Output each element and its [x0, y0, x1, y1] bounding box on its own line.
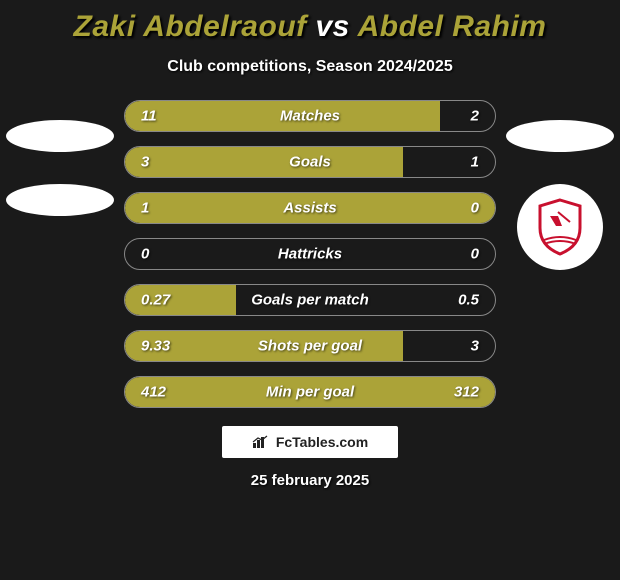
- stat-label: Assists: [283, 200, 336, 217]
- stat-value-right: 312: [454, 384, 479, 401]
- stat-label: Matches: [280, 108, 340, 125]
- right-badges: [506, 120, 614, 270]
- stat-row: 412 312 Min per goal: [124, 376, 496, 408]
- stat-value-left: 9.33: [141, 338, 170, 355]
- stat-row: 0.27 0.5 Goals per match: [124, 284, 496, 316]
- stat-row: 1 0 Assists: [124, 192, 496, 224]
- stats-table: 11 2 Matches 3 1 Goals 1 0 Assists 0 0 Hattricks 0.2…: [124, 100, 496, 408]
- stat-value-right: 3: [471, 338, 479, 355]
- title-player2: Abdel Rahim: [358, 10, 547, 43]
- stat-value-right: 0: [471, 246, 479, 263]
- stat-bar-left: [125, 147, 403, 177]
- stat-label: Min per goal: [266, 384, 354, 401]
- stat-label: Goals per match: [251, 292, 369, 309]
- stat-value-left: 0.27: [141, 292, 170, 309]
- stat-row: 11 2 Matches: [124, 100, 496, 132]
- stat-value-right: 1: [471, 154, 479, 171]
- stat-value-right: 0: [471, 200, 479, 217]
- left-badges: [6, 120, 114, 216]
- title-vs: vs: [315, 10, 349, 43]
- player1-photo-placeholder: [6, 120, 114, 152]
- chart-icon: [252, 435, 270, 449]
- stat-label: Goals: [289, 154, 331, 171]
- stat-value-right: 0.5: [458, 292, 479, 309]
- stat-row: 0 0 Hattricks: [124, 238, 496, 270]
- page-title: Zaki Abdelraouf vs Abdel Rahim: [0, 0, 620, 44]
- stat-row: 3 1 Goals: [124, 146, 496, 178]
- stat-value-left: 1: [141, 200, 149, 217]
- brand-badge: FcTables.com: [222, 426, 398, 458]
- stat-label: Hattricks: [278, 246, 342, 263]
- stat-value-left: 11: [141, 108, 157, 125]
- stat-value-left: 0: [141, 246, 149, 263]
- zamalek-crest-icon: [536, 198, 584, 256]
- player2-photo-placeholder: [506, 120, 614, 152]
- footer-date: 25 february 2025: [0, 472, 620, 489]
- stat-value-right: 2: [471, 108, 479, 125]
- brand-text: FcTables.com: [276, 434, 368, 450]
- stat-row: 9.33 3 Shots per goal: [124, 330, 496, 362]
- stat-label: Shots per goal: [258, 338, 362, 355]
- subtitle: Club competitions, Season 2024/2025: [0, 58, 620, 76]
- player2-club-badge: [517, 184, 603, 270]
- stat-value-left: 3: [141, 154, 149, 171]
- stat-value-left: 412: [141, 384, 166, 401]
- player1-club-placeholder: [6, 184, 114, 216]
- title-player1: Zaki Abdelraouf: [74, 10, 307, 43]
